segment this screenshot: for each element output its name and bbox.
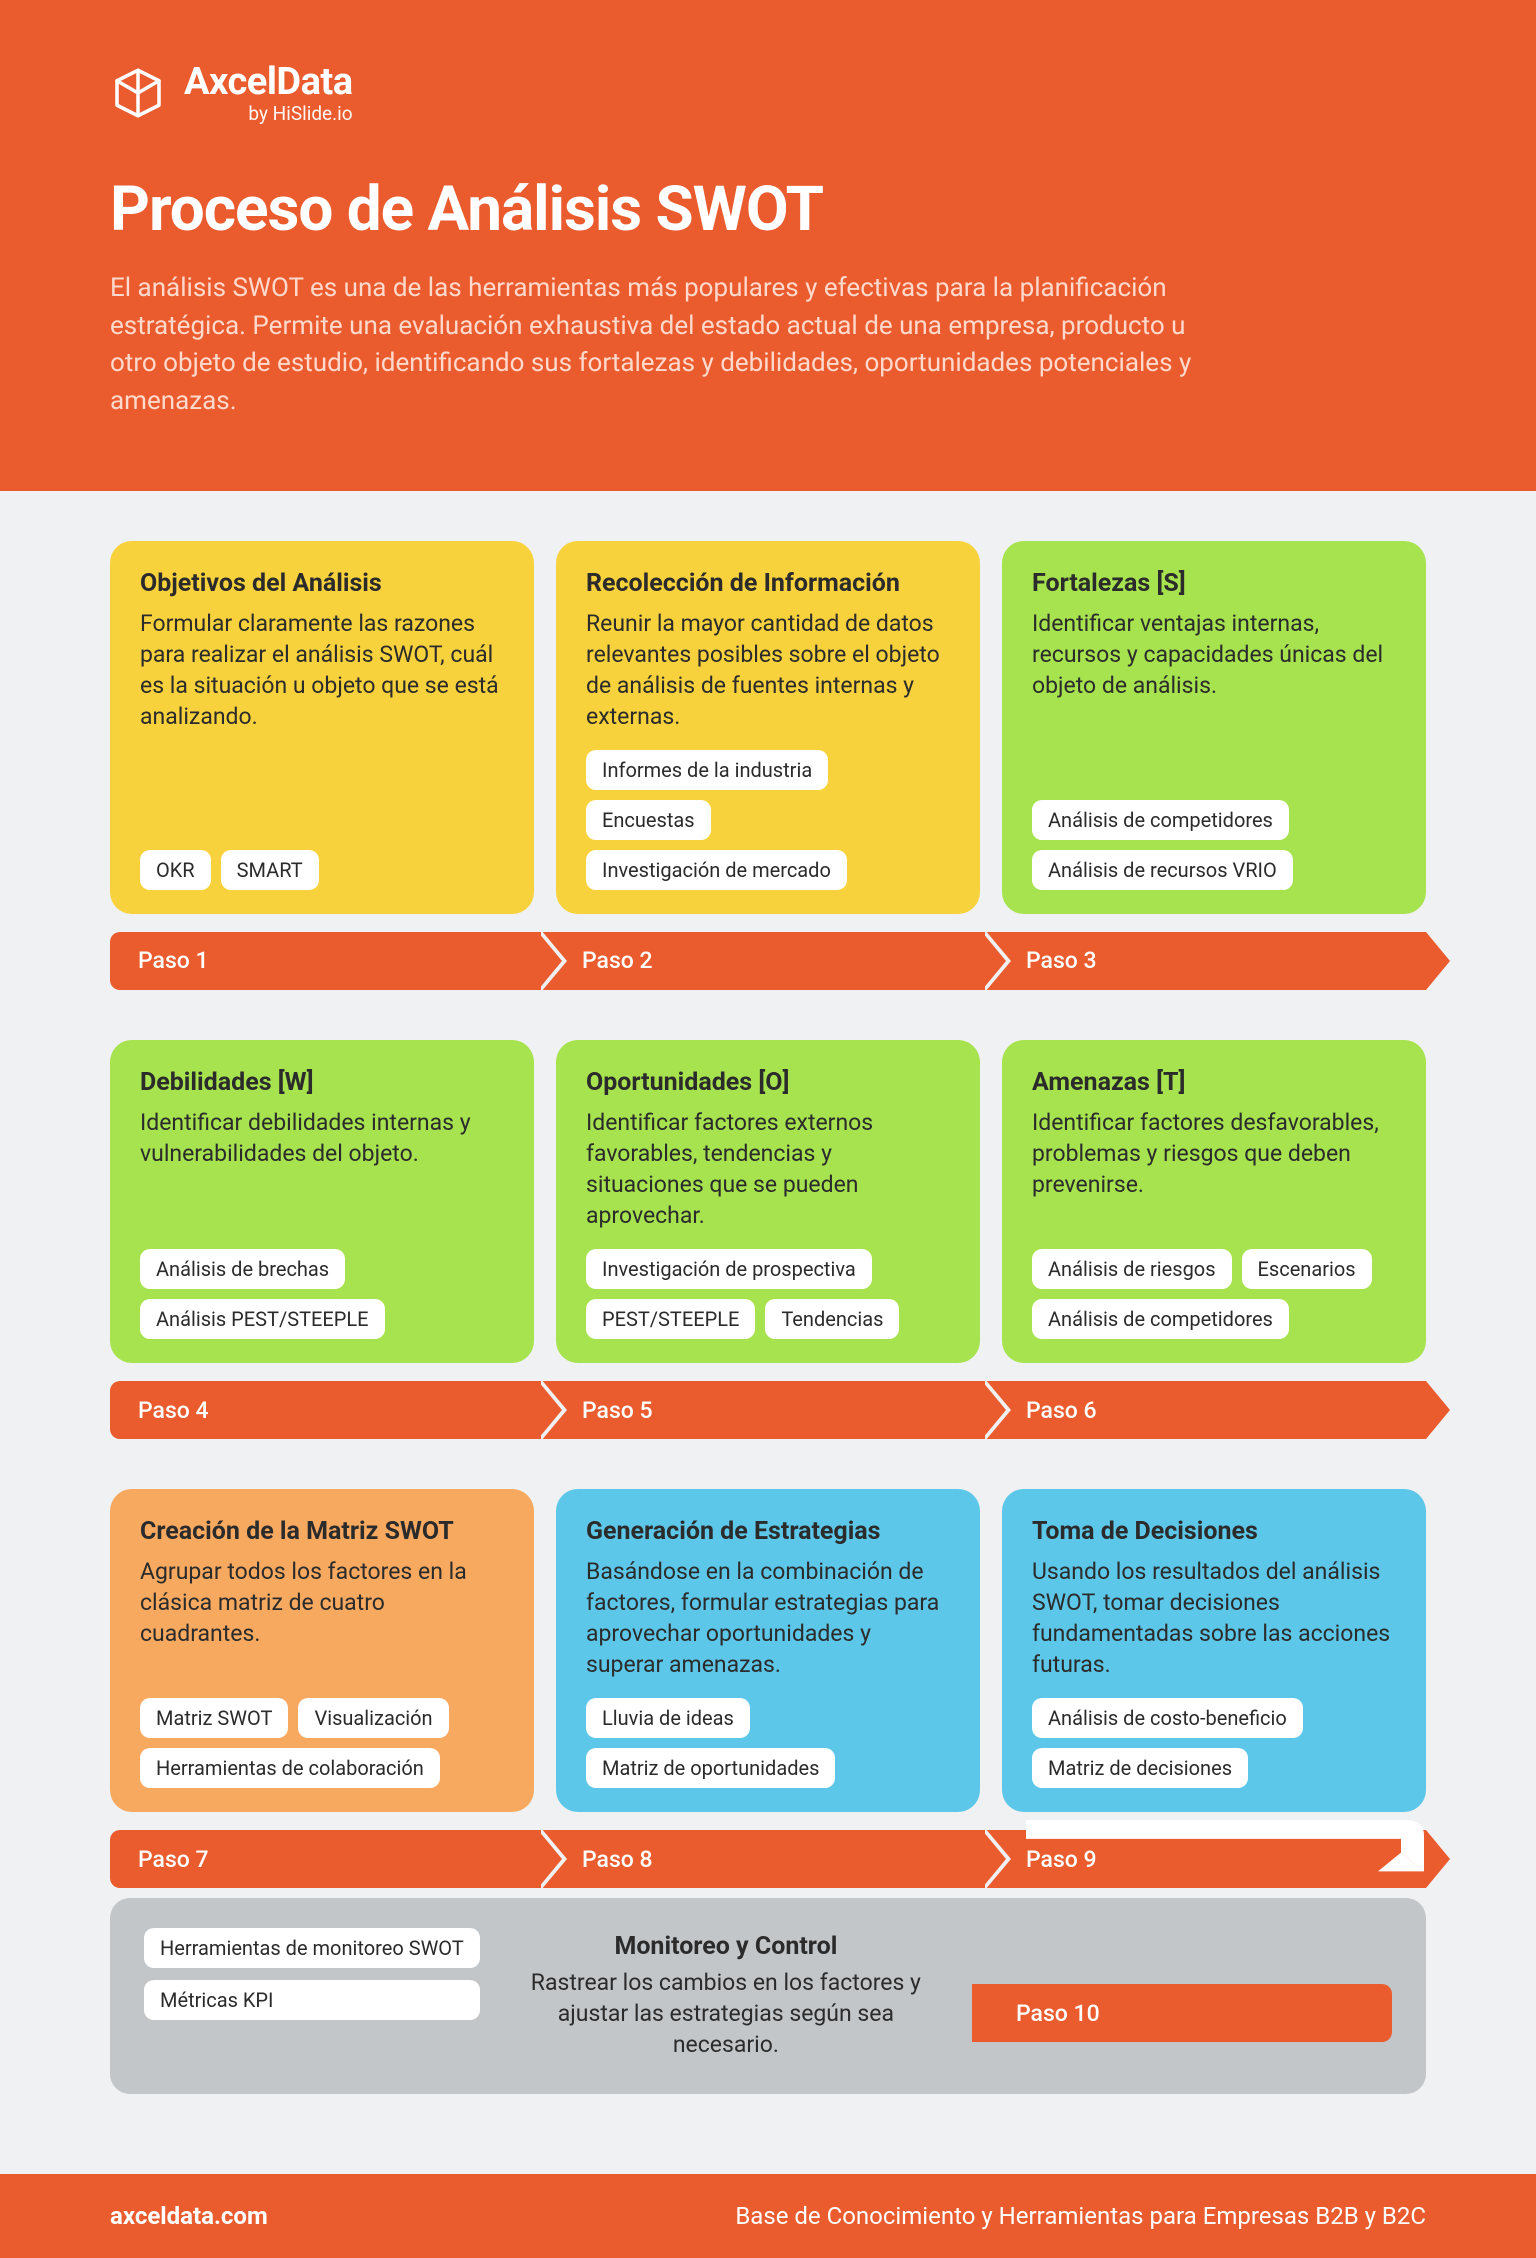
card-objetivos: Objetivos del Análisis Formular claramen… xyxy=(110,541,534,914)
steps-1-3: Paso 1 Paso 2 Paso 3 xyxy=(110,932,1426,990)
card-tags: Análisis de riesgos Escenarios Análisis … xyxy=(1032,1231,1396,1339)
tag: Análisis de costo-beneficio xyxy=(1032,1698,1303,1738)
tag: Herramientas de monitoreo SWOT xyxy=(144,1928,480,1968)
card-estrategias: Generación de Estrategias Basándose en l… xyxy=(556,1489,980,1812)
footer-site: axceldata.com xyxy=(110,2202,268,2230)
card-body: Agrupar todos los factores en la clásica… xyxy=(140,1556,504,1649)
card-title: Objetivos del Análisis xyxy=(140,569,504,598)
main: Objetivos del Análisis Formular claramen… xyxy=(0,491,1536,2135)
card-amenazas: Amenazas [T] Identificar factores desfav… xyxy=(1002,1040,1426,1363)
steps-7-9: Paso 7 Paso 8 Paso 9 xyxy=(110,1830,1426,1888)
intro-text: El análisis SWOT es una de las herramien… xyxy=(110,270,1210,421)
row-2: Debilidades [W] Identificar debilidades … xyxy=(110,1040,1426,1363)
card-fortalezas: Fortalezas [S] Identificar ventajas inte… xyxy=(1002,541,1426,914)
page-title: Proceso de Análisis SWOT xyxy=(110,173,1426,246)
card-body: Basándose en la combinación de factores,… xyxy=(586,1556,950,1680)
card-title: Debilidades [W] xyxy=(140,1068,504,1097)
tag: Escenarios xyxy=(1242,1249,1372,1289)
tag: Métricas KPI xyxy=(144,1980,480,2020)
tag: Matriz de decisiones xyxy=(1032,1748,1248,1788)
tag: Herramientas de colaboración xyxy=(140,1748,440,1788)
tag: Investigación de prospectiva xyxy=(586,1249,872,1289)
step-4: Paso 4 xyxy=(110,1381,538,1439)
footer: axceldata.com Base de Conocimiento y Her… xyxy=(0,2174,1536,2258)
tag: Análisis de competidores xyxy=(1032,800,1289,840)
card-body: Identificar factores externos favorables… xyxy=(586,1107,950,1231)
tag: Encuestas xyxy=(586,800,711,840)
tag: PEST/STEEPLE xyxy=(586,1299,755,1339)
card-body: Reunir la mayor cantidad de datos releva… xyxy=(586,608,950,732)
card-title: Generación de Estrategias xyxy=(586,1517,950,1546)
final-row: Herramientas de monitoreo SWOT Métricas … xyxy=(110,1898,1426,2094)
card-title: Recolección de Información xyxy=(586,569,950,598)
card-body: Identificar ventajas internas, recursos … xyxy=(1032,608,1396,701)
card-tags: Investigación de prospectiva PEST/STEEPL… xyxy=(586,1231,950,1339)
tag: Análisis de brechas xyxy=(140,1249,345,1289)
card-debilidades: Debilidades [W] Identificar debilidades … xyxy=(110,1040,534,1363)
card-tags: Herramientas de monitoreo SWOT Métricas … xyxy=(144,1928,480,2020)
footer-tagline: Base de Conocimiento y Herramientas para… xyxy=(735,2202,1426,2230)
step-8: Paso 8 xyxy=(538,1830,982,1888)
card-title: Toma de Decisiones xyxy=(1032,1517,1396,1546)
step-7: Paso 7 xyxy=(110,1830,538,1888)
card-body: Usando los resultados del análisis SWOT,… xyxy=(1032,1556,1396,1680)
brand-cube-icon xyxy=(110,65,166,121)
card-decisiones: Toma de Decisiones Usando los resultados… xyxy=(1002,1489,1426,1812)
step-2: Paso 2 xyxy=(538,932,982,990)
card-body: Identificar factores desfavorables, prob… xyxy=(1032,1107,1396,1200)
tag: Análisis de riesgos xyxy=(1032,1249,1232,1289)
brand-sub: by HiSlide.io xyxy=(184,102,353,125)
tag: Análisis de recursos VRIO xyxy=(1032,850,1293,890)
tag: Informes de la industria xyxy=(586,750,828,790)
tag: Investigación de mercado xyxy=(586,850,847,890)
tag: Matriz SWOT xyxy=(140,1698,288,1738)
brand: AxcelData by HiSlide.io xyxy=(110,60,1426,125)
card-tags: Informes de la industria Encuestas Inves… xyxy=(586,732,950,890)
card-tags: OKR SMART xyxy=(140,832,504,890)
brand-name: AxcelData xyxy=(184,60,353,104)
card-oportunidades: Oportunidades [O] Identificar factores e… xyxy=(556,1040,980,1363)
step-10: Paso 10 xyxy=(972,1984,1392,2042)
row-1: Objetivos del Análisis Formular claramen… xyxy=(110,541,1426,914)
tag: Análisis PEST/STEEPLE xyxy=(140,1299,385,1339)
card-tags: Análisis de competidores Análisis de rec… xyxy=(1032,782,1396,890)
card-title: Fortalezas [S] xyxy=(1032,569,1396,598)
tag: Visualización xyxy=(298,1698,448,1738)
card-body: Identificar debilidades internas y vulne… xyxy=(140,1107,504,1169)
step-6: Paso 6 xyxy=(982,1381,1426,1439)
card-title: Monitoreo y Control xyxy=(510,1932,942,1961)
tag: Lluvia de ideas xyxy=(586,1698,750,1738)
card-title: Creación de la Matriz SWOT xyxy=(140,1517,504,1546)
card-body: Rastrear los cambios en los factores y a… xyxy=(510,1967,942,2060)
card-title: Amenazas [T] xyxy=(1032,1068,1396,1097)
card-body: Formular claramente las razones para rea… xyxy=(140,608,504,732)
card-title: Oportunidades [O] xyxy=(586,1068,950,1097)
card-recoleccion: Recolección de Información Reunir la may… xyxy=(556,541,980,914)
row-3: Creación de la Matriz SWOT Agrupar todos… xyxy=(110,1489,1426,1812)
card-monitoreo: Herramientas de monitoreo SWOT Métricas … xyxy=(110,1898,1426,2094)
steps-4-6: Paso 4 Paso 5 Paso 6 xyxy=(110,1381,1426,1439)
tag: SMART xyxy=(221,850,319,890)
card-tags: Análisis de costo-beneficio Matriz de de… xyxy=(1032,1680,1396,1788)
card-matriz: Creación de la Matriz SWOT Agrupar todos… xyxy=(110,1489,534,1812)
card-tags: Matriz SWOT Visualización Herramientas d… xyxy=(140,1680,504,1788)
step-1: Paso 1 xyxy=(110,932,538,990)
card-tags: Lluvia de ideas Matriz de oportunidades xyxy=(586,1680,950,1788)
step-9: Paso 9 xyxy=(982,1830,1426,1888)
tag: Tendencias xyxy=(765,1299,899,1339)
step-5: Paso 5 xyxy=(538,1381,982,1439)
tag: OKR xyxy=(140,850,211,890)
tag: Análisis de competidores xyxy=(1032,1299,1289,1339)
tag: Matriz de oportunidades xyxy=(586,1748,835,1788)
header: AxcelData by HiSlide.io Proceso de Análi… xyxy=(0,0,1536,491)
card-tags: Análisis de brechas Análisis PEST/STEEPL… xyxy=(140,1231,504,1339)
step-3: Paso 3 xyxy=(982,932,1426,990)
